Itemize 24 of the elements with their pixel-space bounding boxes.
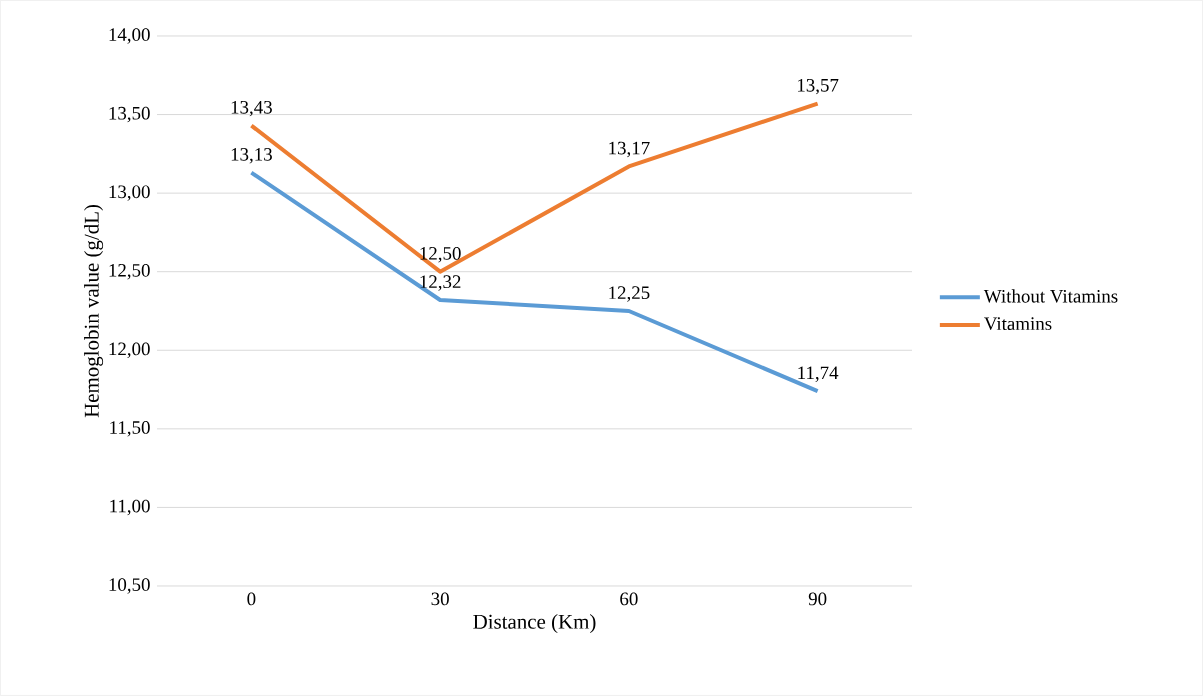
- data-label: 13,17: [609, 141, 650, 158]
- x-axis-title: Distance (Km): [473, 614, 596, 634]
- y-tick-label: 11,00: [110, 499, 150, 516]
- x-tick-label: 30: [431, 592, 449, 606]
- data-label: 12,25: [609, 286, 650, 302]
- legend-label: Vitamins: [984, 317, 1052, 331]
- data-label: 13,57: [798, 78, 839, 95]
- x-tick-label: 0: [247, 592, 256, 606]
- data-label: 13,43: [231, 100, 272, 117]
- y-tick-label: 10,50: [109, 578, 150, 594]
- y-tick-label: 12,00: [109, 342, 150, 359]
- y-tick-label: 13,00: [109, 185, 150, 201]
- data-label: 11,74: [798, 366, 839, 382]
- legend-label: Without Vitamins: [983, 289, 1118, 303]
- y-tick-label: 14,00: [109, 28, 150, 44]
- y-tick-label: 11,50: [110, 421, 150, 437]
- y-axis-title: Hemoglobin value (g/dL): [84, 204, 104, 418]
- data-label: 13,13: [231, 148, 272, 164]
- y-tick-label: 12,50: [109, 263, 150, 280]
- data-label: 12,32: [420, 275, 461, 291]
- data-label: 12,50: [420, 247, 461, 263]
- x-tick-label: 60: [620, 592, 638, 606]
- x-tick-label: 90: [808, 592, 827, 606]
- y-tick-label: 13,50: [109, 106, 150, 123]
